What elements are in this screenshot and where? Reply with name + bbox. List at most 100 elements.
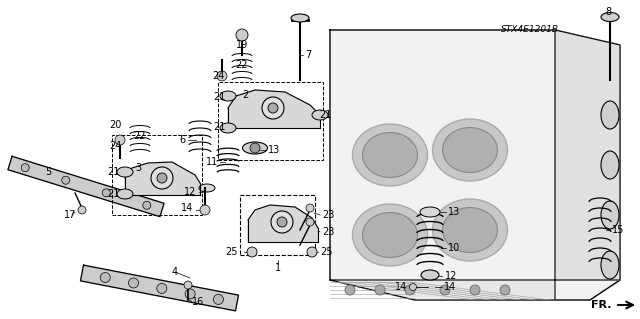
Ellipse shape [442, 207, 497, 253]
Circle shape [306, 218, 314, 226]
Ellipse shape [601, 201, 619, 229]
Ellipse shape [601, 151, 619, 179]
Circle shape [102, 189, 110, 197]
Text: 24: 24 [109, 141, 121, 151]
Text: 21: 21 [319, 110, 331, 120]
Circle shape [157, 173, 167, 183]
Circle shape [100, 272, 110, 283]
Circle shape [247, 247, 257, 257]
Polygon shape [125, 162, 200, 195]
Circle shape [470, 285, 480, 295]
Ellipse shape [362, 132, 417, 177]
Circle shape [440, 285, 450, 295]
Bar [218, 82, 323, 160]
Bar [240, 195, 315, 255]
Circle shape [61, 176, 70, 184]
Text: 13: 13 [448, 207, 460, 217]
Text: 2: 2 [242, 90, 248, 100]
Circle shape [500, 285, 510, 295]
Circle shape [78, 206, 86, 214]
Polygon shape [81, 265, 239, 311]
Ellipse shape [117, 189, 133, 199]
Ellipse shape [199, 184, 215, 192]
Ellipse shape [220, 123, 236, 133]
Text: 12: 12 [184, 187, 196, 197]
Text: 22: 22 [236, 60, 248, 70]
Text: 21: 21 [213, 92, 225, 102]
Text: 13: 13 [268, 145, 280, 155]
Polygon shape [555, 30, 620, 280]
Polygon shape [330, 280, 555, 300]
Ellipse shape [433, 119, 508, 181]
Text: 25: 25 [320, 247, 333, 257]
Text: STX4E1201B: STX4E1201B [501, 26, 559, 34]
Circle shape [405, 285, 415, 295]
Ellipse shape [220, 91, 236, 101]
Circle shape [129, 278, 138, 288]
Ellipse shape [117, 167, 133, 177]
Text: 14: 14 [395, 282, 407, 292]
Ellipse shape [433, 199, 508, 261]
Circle shape [271, 211, 293, 233]
Text: 21: 21 [107, 189, 119, 199]
Circle shape [236, 29, 248, 41]
Text: 12: 12 [445, 271, 458, 281]
Circle shape [143, 201, 151, 209]
Text: 3: 3 [135, 163, 141, 173]
Circle shape [200, 205, 210, 215]
Ellipse shape [243, 142, 268, 154]
Polygon shape [228, 90, 320, 128]
Text: 21: 21 [107, 167, 119, 177]
Ellipse shape [420, 207, 440, 217]
Text: 20: 20 [109, 120, 121, 130]
Circle shape [410, 284, 417, 291]
Text: 15: 15 [612, 225, 625, 235]
Text: 17: 17 [64, 210, 76, 220]
Circle shape [21, 164, 29, 172]
Circle shape [217, 71, 227, 81]
Text: 7: 7 [305, 50, 311, 60]
Text: 5: 5 [45, 167, 51, 177]
Text: 14: 14 [444, 282, 456, 292]
Text: 25: 25 [225, 247, 238, 257]
Circle shape [307, 247, 317, 257]
Polygon shape [8, 156, 164, 217]
Circle shape [184, 281, 192, 289]
Ellipse shape [601, 101, 619, 129]
Text: 6: 6 [179, 135, 185, 145]
Text: 23: 23 [322, 210, 334, 220]
Text: 1: 1 [275, 263, 281, 273]
Ellipse shape [601, 12, 619, 21]
Circle shape [262, 97, 284, 119]
Circle shape [306, 204, 314, 212]
Ellipse shape [353, 204, 428, 266]
Circle shape [157, 284, 167, 293]
Text: 8: 8 [605, 7, 611, 17]
Ellipse shape [421, 270, 439, 280]
Ellipse shape [291, 14, 309, 22]
Text: 23: 23 [322, 227, 334, 237]
Polygon shape [330, 30, 620, 300]
Bar [112, 135, 202, 215]
Ellipse shape [312, 110, 328, 120]
Circle shape [277, 217, 287, 227]
Text: 24: 24 [212, 71, 224, 81]
Circle shape [250, 143, 260, 153]
Ellipse shape [353, 124, 428, 186]
Ellipse shape [362, 212, 417, 257]
Circle shape [345, 285, 355, 295]
Circle shape [115, 135, 125, 145]
Text: 11: 11 [205, 157, 218, 167]
Ellipse shape [601, 251, 619, 279]
Circle shape [268, 103, 278, 113]
Text: 22: 22 [134, 131, 147, 141]
Text: 16: 16 [192, 297, 204, 307]
Text: 4: 4 [172, 267, 178, 277]
Text: FR.: FR. [591, 300, 612, 310]
Circle shape [375, 285, 385, 295]
Text: 19: 19 [236, 40, 248, 50]
Text: 10: 10 [448, 243, 460, 253]
Circle shape [185, 289, 195, 299]
Text: 14: 14 [180, 203, 193, 213]
Ellipse shape [442, 128, 497, 173]
